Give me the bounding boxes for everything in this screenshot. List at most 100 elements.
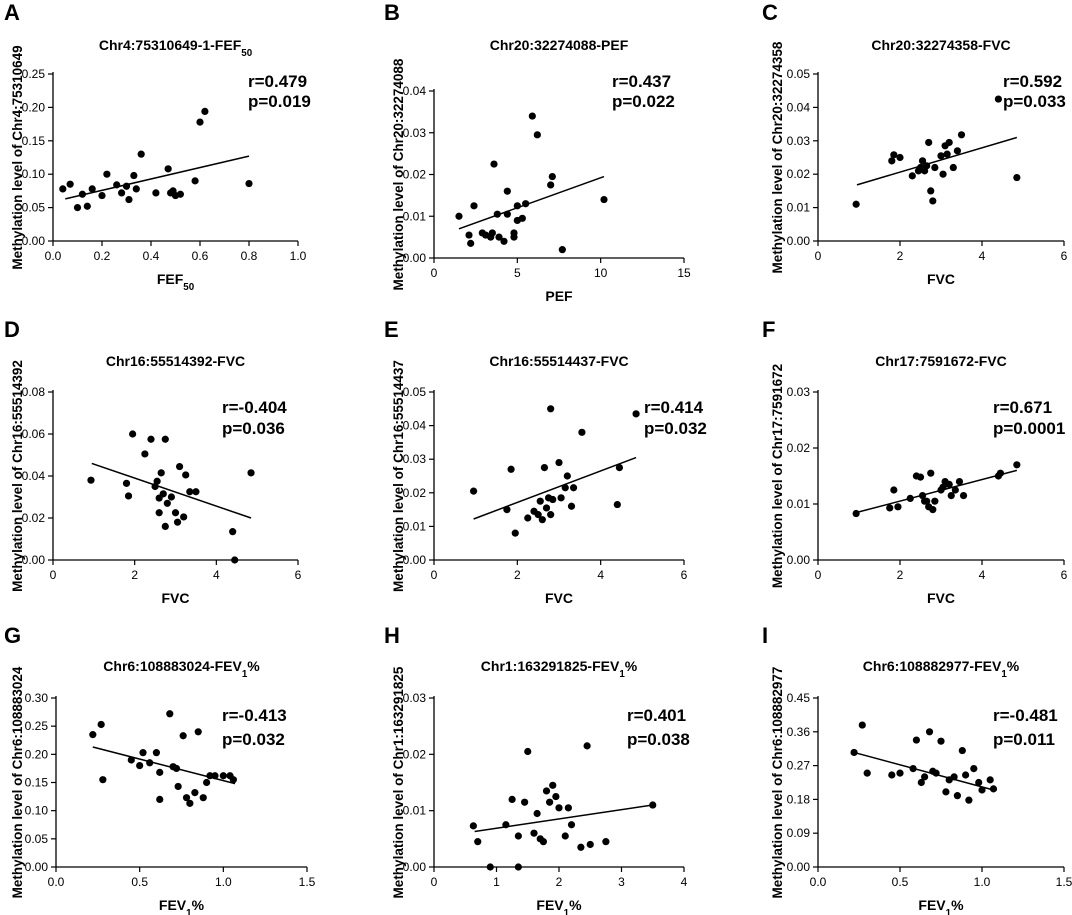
p-value: p=0.038 <box>627 730 690 749</box>
data-point <box>896 769 904 777</box>
panel-title: Chr4:75310649-1-FEF50 <box>99 37 253 59</box>
data-point <box>886 504 894 512</box>
data-point <box>918 157 927 165</box>
r-value: r=0.671 <box>993 398 1052 417</box>
data-point <box>888 157 896 165</box>
y-tick-label: 0.10 <box>25 804 49 818</box>
y-axis-title: Methylation level of Chr16:55514437 <box>391 360 406 592</box>
data-point <box>583 742 591 750</box>
data-point <box>927 187 935 195</box>
panel-letter: B <box>384 0 400 25</box>
p-value: p=0.011 <box>993 730 1055 749</box>
y-tick-label: 0.45 <box>787 691 811 705</box>
regression-line <box>473 456 637 520</box>
panel-E: E Chr16:55514437-FVC 0 2 4 6 0.00 0.01 0.02 0.03 0… <box>384 317 707 606</box>
data-point <box>161 522 169 531</box>
data-point <box>97 720 105 729</box>
data-point <box>894 503 902 511</box>
y-tick-label: 0.36 <box>787 725 811 739</box>
data-point <box>942 788 950 796</box>
panel-title: Chr1:163291825-FEV1% <box>481 658 638 680</box>
y-tick-label: 0.30 <box>25 691 49 705</box>
data-point <box>916 473 925 481</box>
x-tick-label: 6 <box>1061 568 1068 582</box>
x-tick-label: 0 <box>50 568 57 582</box>
data-point <box>939 170 947 178</box>
data-point <box>578 428 586 436</box>
x-tick-label: 0 <box>431 266 438 280</box>
y-tick-label: 0.02 <box>22 511 46 525</box>
panel-title: Chr6:108883024-FEV1% <box>103 658 260 680</box>
x-tick-label: 6 <box>681 568 688 582</box>
x-tick-label: 4 <box>979 249 986 263</box>
data-point <box>211 772 219 780</box>
data-point <box>852 509 860 518</box>
r-value: r=0.479 <box>248 72 307 91</box>
data-point <box>470 202 478 210</box>
x-tick-label: 0 <box>431 875 438 889</box>
data-point <box>912 736 921 744</box>
data-point <box>201 107 209 116</box>
panel-D: D Chr16:55514392-FVC 0 2 4 6 0.00 0.02 0.04 0.06 0… <box>4 317 302 606</box>
y-tick-label: 0.03 <box>403 691 427 705</box>
data-point <box>957 131 966 139</box>
x-tick-label: 5 <box>514 266 521 280</box>
data-point <box>925 138 933 147</box>
panel-A: A Chr4:75310649-1-FEF50 0.0 0.2 0.4 0.6 0.8 1.0… <box>4 0 311 293</box>
data-point <box>192 488 200 496</box>
panel-title: Chr16:55514437-FVC <box>489 353 628 369</box>
data-point <box>953 792 962 800</box>
y-axis-title: Methylation level of Chr6:108883024 <box>10 666 25 898</box>
data-point <box>549 781 557 789</box>
data-point <box>127 756 135 764</box>
data-point <box>465 231 473 239</box>
data-point <box>539 838 547 846</box>
r-value: r=0.401 <box>627 706 686 725</box>
regression-line <box>458 175 605 230</box>
data-point <box>113 181 121 189</box>
data-point <box>467 239 475 247</box>
p-value: p=0.032 <box>222 730 285 749</box>
data-point <box>156 768 164 776</box>
data-point <box>906 494 914 502</box>
data-point <box>858 721 866 729</box>
data-point <box>567 502 576 510</box>
y-tick-label: 0.00 <box>787 860 811 874</box>
y-tick-label: 0.09 <box>787 826 811 840</box>
x-tick-label: 10 <box>594 266 608 280</box>
data-point <box>534 511 542 519</box>
data-point <box>522 200 530 208</box>
data-point <box>159 490 167 498</box>
data-point <box>994 95 1003 103</box>
data-point <box>909 765 917 773</box>
panel-I: I Chr6:108882977-FEV1% 0.0 0.5 1.0 1.5 0.00 0.0… <box>762 623 1072 915</box>
p-value: p=0.019 <box>248 92 311 111</box>
data-point <box>975 778 983 787</box>
y-tick-label: 0.02 <box>403 168 427 182</box>
y-tick-label: 0.04 <box>403 84 427 98</box>
data-point <box>524 514 532 522</box>
data-point <box>547 181 555 189</box>
data-point <box>615 464 624 472</box>
data-point <box>146 759 154 767</box>
data-point <box>514 863 522 871</box>
data-point <box>122 479 131 487</box>
y-axis-title: Methylation level of Chr6:108882977 <box>770 667 785 899</box>
data-point <box>130 171 138 180</box>
data-point <box>555 458 563 467</box>
y-axis-title: Methylation level of Chr17:7591672 <box>770 364 785 588</box>
data-point <box>186 488 194 496</box>
data-point <box>978 786 986 794</box>
x-axis-title: FEV1% <box>536 897 582 915</box>
data-point <box>511 529 519 537</box>
data-point <box>139 749 147 757</box>
regression-line <box>65 155 250 200</box>
data-point <box>180 513 188 521</box>
x-axis-title: FVC <box>927 271 955 287</box>
data-point <box>850 748 858 757</box>
x-tick-label: 1.5 <box>299 875 316 889</box>
x-tick-label: 6 <box>1061 249 1068 263</box>
data-point <box>951 486 959 494</box>
data-point <box>533 809 541 818</box>
x-tick-label: 0.2 <box>94 249 111 263</box>
